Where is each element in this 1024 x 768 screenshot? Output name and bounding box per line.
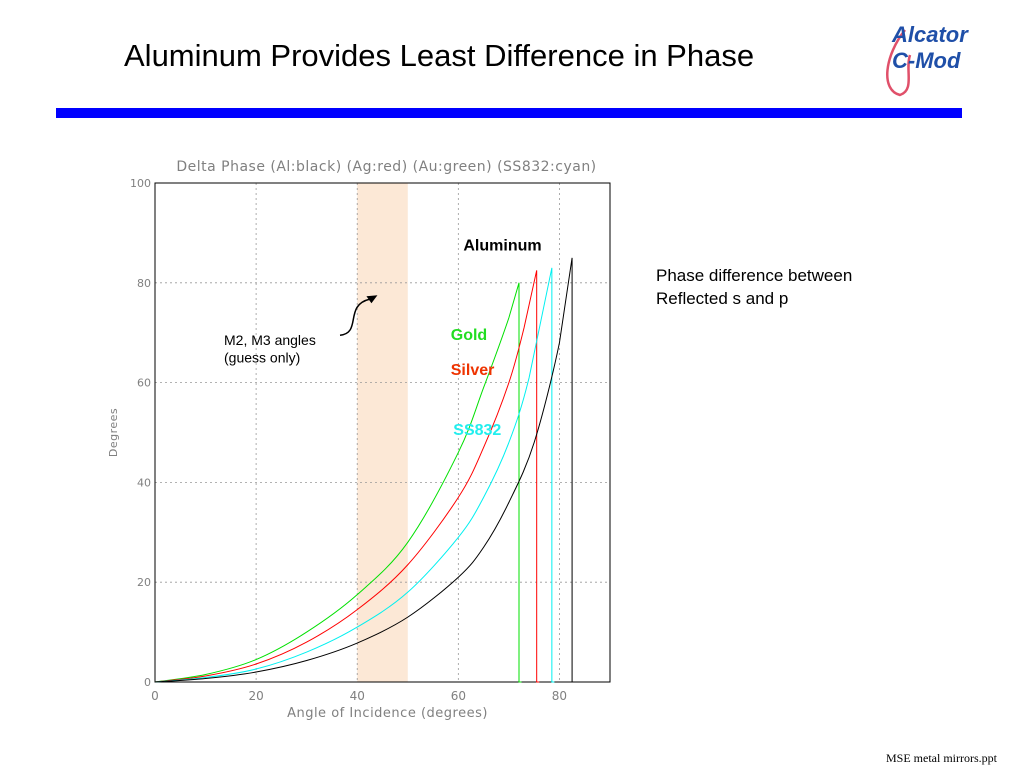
logo-line2: C-Mod bbox=[892, 48, 961, 73]
series-label-ss832: SS832 bbox=[453, 422, 501, 439]
alcator-c-mod-logo: Alcator C-Mod bbox=[886, 22, 969, 97]
series-line-aluminum bbox=[154, 257, 575, 683]
callout-line1: M2, M3 angles bbox=[224, 332, 316, 348]
y-axis-label: Degrees bbox=[107, 408, 120, 457]
y-tick-label: 80 bbox=[137, 277, 151, 290]
y-tick-label: 60 bbox=[137, 377, 151, 390]
side-note-line1: Phase difference between bbox=[656, 266, 853, 285]
y-tick-label: 40 bbox=[137, 476, 151, 489]
logo-ribbon bbox=[886, 29, 912, 97]
callout: M2, M3 angles (guess only) bbox=[224, 295, 378, 366]
y-tick-label: 20 bbox=[137, 576, 151, 589]
plot-frame bbox=[154, 182, 611, 683]
footer-filename: MSE metal mirrors.ppt bbox=[886, 751, 997, 765]
series-line-gold bbox=[154, 282, 522, 683]
callout-arrowhead bbox=[366, 295, 378, 304]
chart-title: Delta Phase (Al:black) (Ag:red) (Au:gree… bbox=[176, 159, 596, 175]
y-tick-label: 0 bbox=[144, 676, 151, 689]
x-axis-label: Angle of Incidence (degrees) bbox=[287, 706, 488, 721]
x-tick-label: 20 bbox=[248, 689, 263, 703]
highlight-band bbox=[357, 183, 408, 682]
x-tick-label: 60 bbox=[451, 689, 466, 703]
series-label-gold: Gold bbox=[451, 327, 487, 344]
slide-title: Aluminum Provides Least Difference in Ph… bbox=[124, 38, 755, 73]
series-label-silver: Silver bbox=[451, 362, 495, 379]
series-line-silver bbox=[154, 270, 540, 683]
y-tick-label: 100 bbox=[130, 177, 151, 190]
callout-line2: (guess only) bbox=[224, 350, 300, 366]
series-label-aluminum: Aluminum bbox=[463, 237, 541, 254]
callout-arrow bbox=[339, 298, 370, 336]
x-tick-label: 0 bbox=[151, 689, 159, 703]
x-tick-label: 40 bbox=[350, 689, 365, 703]
x-tick-label: 80 bbox=[552, 689, 567, 703]
logo-line1: Alcator bbox=[891, 22, 969, 47]
side-note: Phase difference between Reflected s and… bbox=[656, 264, 916, 310]
title-rule bbox=[56, 108, 962, 118]
series-line-ss832 bbox=[154, 267, 555, 683]
side-note-line2: Reflected s and p bbox=[656, 289, 789, 308]
